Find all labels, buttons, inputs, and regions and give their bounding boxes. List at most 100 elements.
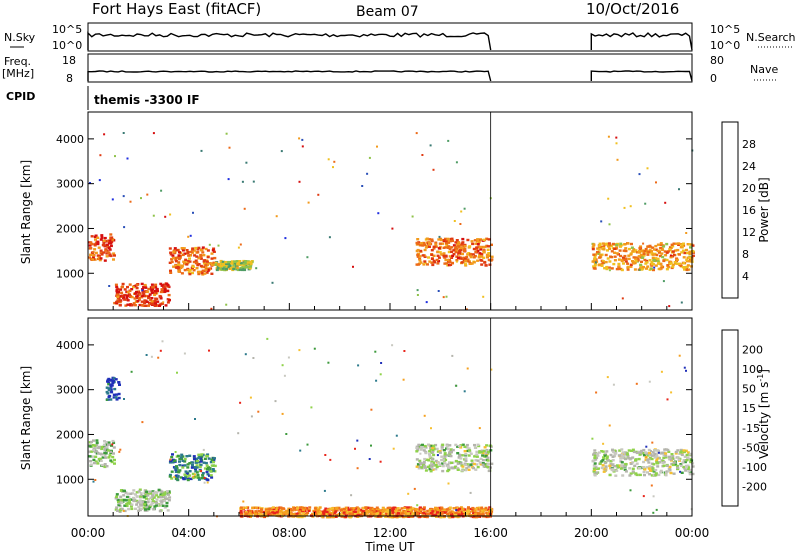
heat-cell <box>632 250 636 253</box>
heat-cell <box>240 263 244 266</box>
heat-cell <box>466 253 470 256</box>
heat-cell <box>470 459 474 462</box>
heat-cell <box>172 265 176 268</box>
heat-cell <box>605 457 609 460</box>
heat-cell <box>431 513 435 516</box>
heat-cell <box>189 234 192 237</box>
heat-cell <box>200 271 204 275</box>
heat-cell <box>680 301 683 304</box>
heat-cell <box>482 465 486 468</box>
heat-cell <box>593 255 597 258</box>
heat-cell <box>484 454 488 458</box>
heat-cell <box>224 260 228 264</box>
heat-cell <box>432 461 436 464</box>
heat-cell <box>628 467 632 470</box>
heat-cell <box>691 465 695 468</box>
heat-cell <box>457 510 461 514</box>
heat-cell <box>237 432 240 435</box>
heat-cell <box>188 470 192 473</box>
heat-cell <box>601 260 605 263</box>
heat-cell <box>662 453 666 457</box>
heat-cell <box>206 249 210 252</box>
heat-cell <box>646 253 650 256</box>
heat-cell <box>655 457 659 460</box>
heat-cell <box>123 226 126 229</box>
heat-cell <box>106 443 110 446</box>
heat-cell <box>604 260 608 264</box>
heat-cell <box>301 514 305 517</box>
heat-cell <box>604 466 608 470</box>
heat-cell <box>411 215 414 218</box>
heat-cell <box>183 252 187 255</box>
heat-cell <box>346 506 350 510</box>
heat-cell <box>356 511 360 515</box>
heat-cell <box>275 511 279 514</box>
heat-cell <box>146 500 150 504</box>
heat-cell <box>459 506 463 509</box>
heat-cell <box>136 299 140 303</box>
heat-cell <box>642 252 646 256</box>
heat-cell <box>249 260 253 264</box>
heat-cell <box>139 495 143 498</box>
heat-cell <box>152 508 156 511</box>
heat-cell <box>688 260 692 263</box>
heat-cell <box>193 254 197 257</box>
heat-cell <box>597 252 601 255</box>
heat-cell <box>142 495 146 499</box>
heat-cell <box>605 267 609 271</box>
heat-cell <box>648 451 651 455</box>
series-segment-1 <box>590 70 693 82</box>
heat-cell <box>456 507 460 510</box>
heat-cell <box>430 457 434 461</box>
heat-cell <box>664 456 668 459</box>
heat-cell <box>146 290 150 293</box>
heat-cell <box>478 461 482 464</box>
heat-cell <box>89 463 93 466</box>
heat-cell <box>153 300 157 303</box>
heat-cell <box>203 457 207 460</box>
time-axis-label: Time UT <box>364 540 415 554</box>
heat-cell <box>689 460 693 464</box>
heat-cell <box>675 258 679 262</box>
heat-cell <box>144 497 148 500</box>
heat-cell <box>117 396 121 400</box>
heat-cell <box>199 255 203 258</box>
heat-cell <box>642 454 646 457</box>
heat-cell <box>113 254 116 257</box>
heat-cell <box>223 266 227 269</box>
heat-cell <box>174 477 178 480</box>
heat-cell <box>90 440 93 444</box>
heat-cell <box>442 508 446 511</box>
heat-cell <box>191 271 194 275</box>
heat-cell <box>650 264 654 267</box>
cpid-label: CPID <box>6 90 35 103</box>
heat-cell <box>352 265 354 268</box>
heat-cell <box>205 464 209 467</box>
heat-cell <box>99 251 103 255</box>
heat-cell <box>480 507 484 510</box>
heat-cell <box>365 512 369 515</box>
heat-cell <box>287 356 290 359</box>
heat-cell <box>616 158 619 161</box>
heat-cell <box>167 293 171 297</box>
heat-cell <box>451 354 454 357</box>
heat-cell <box>606 249 609 252</box>
heat-cell <box>201 273 205 276</box>
heat-cell <box>176 454 180 458</box>
heat-cell <box>621 474 625 477</box>
heat-cell <box>456 256 460 259</box>
heat-cell <box>431 449 435 452</box>
heat-cell <box>209 474 213 477</box>
heat-cell <box>441 464 445 468</box>
heat-cell <box>591 260 595 263</box>
heat-cell <box>476 243 480 246</box>
heat-cell <box>201 246 205 249</box>
heat-cell <box>191 247 195 250</box>
heat-cell <box>182 260 186 263</box>
heat-cell <box>140 294 144 297</box>
heat-cell <box>192 269 196 272</box>
heat-cell <box>429 446 433 449</box>
heat-cell <box>639 451 643 454</box>
heat-cell <box>676 466 680 469</box>
